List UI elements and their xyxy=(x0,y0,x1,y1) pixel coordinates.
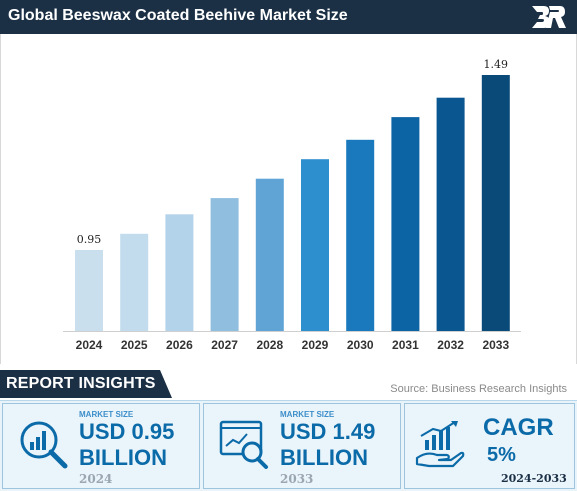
x-tick-label: 2032 xyxy=(437,338,464,352)
market-size-value: USD 0.95 xyxy=(79,419,175,444)
x-tick-label: 2033 xyxy=(482,338,509,352)
market-size-2033-card: MARKET SIZE USD 1.49 BILLION 2033 xyxy=(203,403,401,489)
bar-2024 xyxy=(75,250,103,331)
x-tick-label: 2024 xyxy=(76,338,103,352)
header-bar: Global Beeswax Coated Beehive Market Siz… xyxy=(0,0,577,34)
bar-2033 xyxy=(481,75,510,331)
chart-title: Global Beeswax Coated Beehive Market Siz… xyxy=(8,7,348,24)
cagr-period: 2024-2033 xyxy=(501,472,567,485)
bar-2026 xyxy=(165,214,194,331)
x-tick-label: 2028 xyxy=(256,338,283,352)
bar-2031 xyxy=(391,117,420,331)
cagr-label: CAGR xyxy=(483,414,554,441)
cagr-value: 5% xyxy=(487,444,516,466)
source-note: Source: Business Research Insights xyxy=(390,383,567,395)
market-size-unit: BILLION xyxy=(79,445,167,470)
bar-chart: 2024 2025 2026 2027 2028 2029 2030 2031 2032 2033… xyxy=(63,58,521,352)
market-size-year: 2024 xyxy=(79,472,113,486)
bar-2027 xyxy=(210,198,239,331)
market-size-value: USD 1.49 xyxy=(280,419,376,444)
chart-area: 2024 2025 2026 2027 2028 2029 2030 2031 2032 2033… xyxy=(0,34,577,364)
bar-2030 xyxy=(346,139,375,331)
magnifier-chart-icon xyxy=(20,421,68,469)
market-size-label: MARKET SIZE xyxy=(79,410,134,419)
market-size-unit: BILLION xyxy=(280,445,368,470)
market-size-year: 2033 xyxy=(280,472,314,486)
x-tick-label: 2030 xyxy=(347,338,374,352)
growth-hand-icon xyxy=(415,421,465,468)
x-tick-label: 2026 xyxy=(166,338,193,352)
bar-2029 xyxy=(301,159,329,331)
bar-2028 xyxy=(255,178,284,331)
bar-2025 xyxy=(120,233,149,331)
data-label: 0.95 xyxy=(77,233,102,246)
cagr-card: CAGR 5% 2024-2033 xyxy=(404,403,575,489)
report-insights-banner: REPORT INSIGHTS xyxy=(0,370,172,398)
market-size-2024-card: MARKET SIZE USD 0.95 BILLION 2024 xyxy=(2,403,200,489)
x-tick-label: 2029 xyxy=(302,338,329,352)
dashboard-magnifier-icon xyxy=(219,420,268,469)
x-tick-label: 2025 xyxy=(121,338,148,352)
report-insights-label: REPORT INSIGHTS xyxy=(6,375,156,392)
x-tick-label: 2031 xyxy=(392,338,419,352)
x-tick-label: 2027 xyxy=(211,338,238,352)
market-size-label: MARKET SIZE xyxy=(280,410,335,419)
bar-2032 xyxy=(436,97,465,331)
insight-cards: MARKET SIZE USD 0.95 BILLION 2024 MARKET… xyxy=(0,400,577,491)
data-label: 1.49 xyxy=(484,58,509,71)
br-logo-icon xyxy=(532,6,566,28)
